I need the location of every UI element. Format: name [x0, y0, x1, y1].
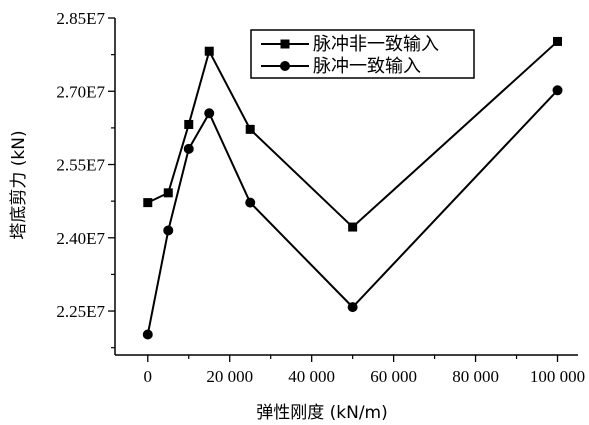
x-tick-label: 80 000 — [452, 367, 499, 386]
series-2 — [142, 85, 563, 340]
data-point-square — [204, 46, 214, 56]
data-point-square — [163, 188, 173, 198]
x-tick-label: 60 000 — [370, 367, 417, 386]
legend-label: 脉冲非一致输入 — [313, 34, 439, 55]
y-tick-label: 2.55E7 — [56, 156, 105, 175]
data-point-square — [553, 36, 563, 46]
data-point-circle — [142, 329, 153, 340]
legend-marker-circle — [280, 61, 290, 71]
data-point-circle — [552, 85, 563, 96]
x-tick-label: 20 000 — [206, 367, 253, 386]
data-point-circle — [245, 197, 256, 208]
data-point-circle — [204, 108, 215, 119]
y-tick-label: 2.25E7 — [56, 302, 105, 321]
legend-box — [250, 29, 475, 79]
data-point-circle — [163, 225, 174, 236]
y-tick-label: 2.85E7 — [56, 9, 105, 28]
x-tick-label: 40 000 — [288, 367, 335, 386]
legend-label: 脉冲一致输入 — [313, 56, 421, 77]
x-tick-label: 100 000 — [530, 367, 585, 386]
x-axis-label: 弹性刚度 (kN/m) — [256, 403, 388, 423]
y-tick-label: 2.70E7 — [56, 82, 105, 101]
y-tick-label: 2.40E7 — [56, 229, 105, 248]
series-line — [146, 89, 559, 335]
data-point-square — [245, 124, 255, 134]
data-point-square — [184, 119, 194, 129]
x-tick-label: 0 — [144, 367, 153, 386]
data-point-square — [143, 198, 153, 208]
data-point-circle — [347, 302, 358, 313]
y-axis-label: 塔底剪力 (kN) — [9, 130, 29, 239]
data-point-circle — [183, 143, 194, 154]
series-layer — [142, 36, 563, 340]
axes: 0 20 000 40 000 60 000 80 000 100 000 2.25E7 2.… — [56, 9, 585, 386]
data-point-square — [348, 222, 358, 232]
legend-marker-square — [280, 39, 290, 49]
series-1 — [143, 36, 563, 232]
